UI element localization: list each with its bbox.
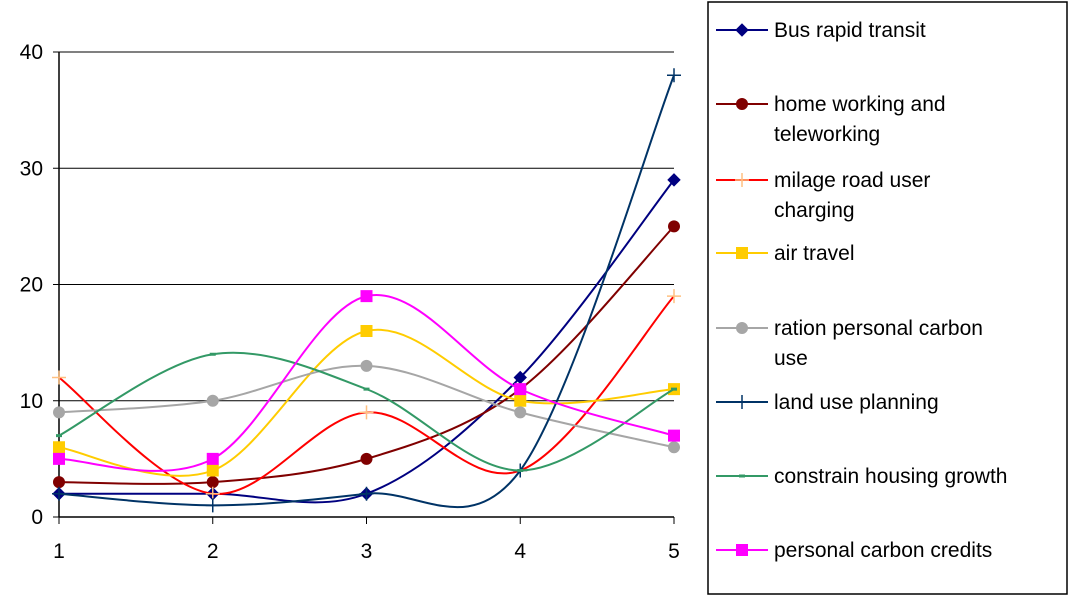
data-point [360,452,373,465]
series-2 [52,289,681,501]
y-tick-label: 10 [20,390,43,413]
series-line [58,294,675,472]
data-point [668,220,680,233]
legend-label: Bus rapid transit [774,19,926,42]
data-point [514,406,527,419]
data-point [53,441,65,454]
series-line [59,179,675,504]
data-point [53,452,65,465]
data-point [53,476,65,489]
data-point [667,173,681,187]
legend-entry: air travel [716,242,855,265]
data-point [53,406,65,419]
x-tick-label: 3 [361,540,373,563]
data-point [667,68,681,83]
data-point [363,387,370,391]
legend-marker [735,173,749,187]
data-point [360,290,373,303]
data-point [359,486,374,501]
legend-entry: land use planning [716,391,939,414]
legend-marker [736,322,748,334]
legend-marker [739,474,745,478]
x-tick-label: 1 [53,540,65,563]
legend-label: land use planning [774,391,939,414]
series-7 [53,290,680,472]
y-axis-ticks: 0 10 20 30 40 [20,41,59,529]
x-tick-label: 2 [207,540,219,563]
legend-entry: Bus rapid transit [716,19,926,42]
legend: Bus rapid transit home working and telewor… [707,1,1068,595]
legend-box [707,1,1068,595]
legend-entry: home working and teleworking [716,93,946,146]
y-tick-label: 20 [20,274,43,297]
series-4 [53,359,680,454]
legend-label: personal carbon credits [774,539,992,562]
y-tick-label: 0 [31,506,43,529]
data-point [56,434,62,438]
data-point [668,441,680,454]
x-tick-label: 4 [514,540,526,563]
legend-label: constrain housing growth [774,465,1007,488]
data-point [514,394,527,407]
data-point [205,498,220,513]
series-line [58,74,675,509]
data-point [517,469,524,472]
legend-label: ration personal carbon use [774,317,983,370]
series-group [52,68,681,513]
legend-entry: constrain housing growth [716,465,1007,488]
legend-entry: ration personal carbon use [716,317,983,370]
data-point [360,359,373,372]
y-tick-label: 40 [20,41,43,64]
data-point [206,476,219,489]
legend-label: air travel [774,242,855,265]
series-6 [56,351,677,472]
legend-entry: personal carbon credits [716,539,992,562]
data-point [52,370,66,385]
legend-marker [736,98,748,110]
series-line [58,225,675,485]
legend-marker [736,544,748,556]
data-point [671,387,677,391]
legend-entry: milage road user charging [716,169,930,222]
data-point [514,383,527,396]
legend-marker [736,247,748,259]
data-point [206,452,219,465]
x-tick-label: 5 [668,540,680,563]
data-point [52,486,66,501]
legend-label: home working and teleworking [774,93,946,146]
data-point [667,289,681,304]
data-point [668,429,680,442]
data-point [359,405,374,420]
legend-marker [735,23,749,37]
legend-label: milage road user charging [774,169,930,222]
grid-lines [59,51,674,402]
legend-marker [735,395,749,409]
y-tick-label: 30 [20,157,43,180]
data-point [206,394,219,407]
data-point [209,352,216,356]
x-axis-ticks: 1 2 3 4 5 [53,517,680,563]
data-point [206,464,219,477]
data-point [360,325,373,337]
